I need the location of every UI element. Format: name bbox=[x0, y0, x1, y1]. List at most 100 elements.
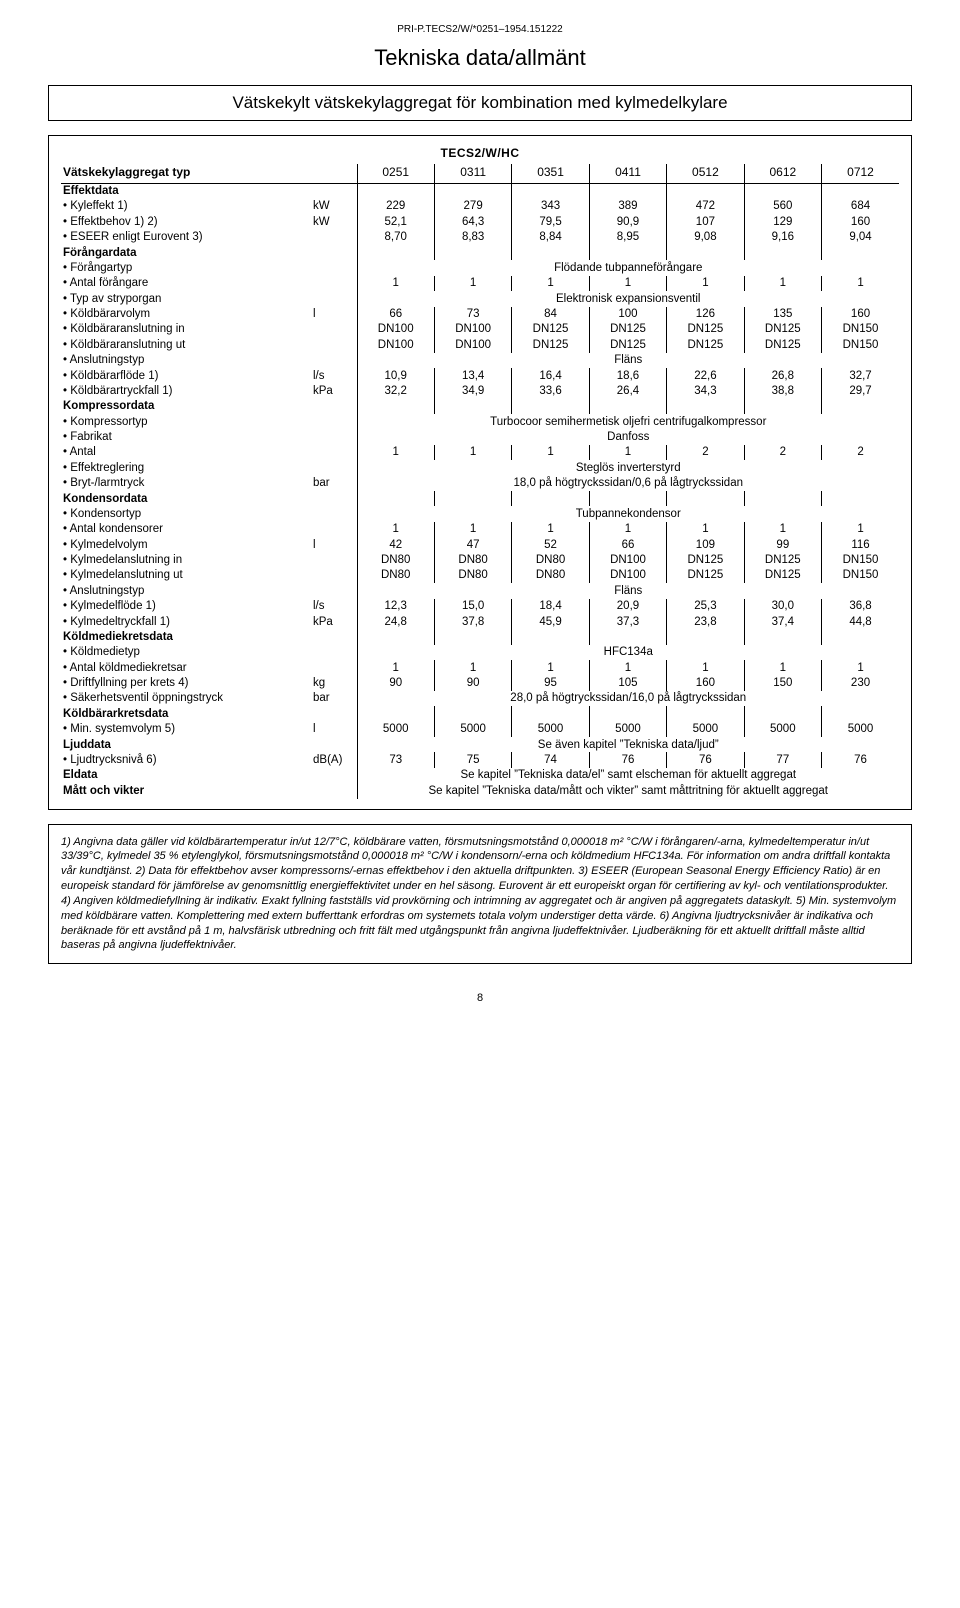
row-unit bbox=[311, 291, 357, 306]
row-merged: Fläns bbox=[357, 583, 899, 598]
cell: 37,8 bbox=[434, 614, 511, 629]
cell: 109 bbox=[667, 537, 744, 552]
cell: 47 bbox=[434, 537, 511, 552]
row-label: Antal köldmediekretsar bbox=[61, 660, 311, 675]
cell: 560 bbox=[744, 199, 821, 214]
row-label: Kylmedelflöde 1) bbox=[61, 599, 311, 614]
brand-header: TECS2/W/HC bbox=[61, 146, 899, 160]
row-label: Anslutningstyp bbox=[61, 353, 311, 368]
row-merged: Fläns bbox=[357, 353, 899, 368]
cell: 135 bbox=[744, 307, 821, 322]
row-unit bbox=[311, 568, 357, 583]
row-merged: Danfoss bbox=[357, 430, 899, 445]
cell: 22,6 bbox=[667, 368, 744, 383]
cell: 5000 bbox=[512, 722, 589, 737]
row-unit bbox=[311, 322, 357, 337]
cell: 74 bbox=[512, 752, 589, 767]
cell: 9,08 bbox=[667, 230, 744, 245]
row-unit bbox=[311, 445, 357, 460]
cell: 42 bbox=[357, 537, 434, 552]
row-merged: Turbocoor semihermetisk oljefri centrifu… bbox=[357, 414, 899, 429]
cell: 5000 bbox=[822, 722, 899, 737]
cell: 75 bbox=[434, 752, 511, 767]
cell: 1 bbox=[744, 522, 821, 537]
row-label: Kylmedelanslutning ut bbox=[61, 568, 311, 583]
cell: DN150 bbox=[822, 568, 899, 583]
cell: 389 bbox=[589, 199, 666, 214]
cell: 1 bbox=[589, 276, 666, 291]
row-merged: Tubpannekondensor bbox=[357, 506, 899, 521]
row-label: Effektreglering bbox=[61, 460, 311, 475]
cell: 77 bbox=[744, 752, 821, 767]
cell: 1 bbox=[589, 522, 666, 537]
cell: 29,7 bbox=[822, 383, 899, 398]
row-unit bbox=[311, 414, 357, 429]
cell: 10,9 bbox=[357, 368, 434, 383]
cell: 34,9 bbox=[434, 383, 511, 398]
cell: 1 bbox=[434, 276, 511, 291]
section-merged: Se kapitel ”Tekniska data/el” samt elsch… bbox=[357, 768, 899, 783]
cell: 76 bbox=[589, 752, 666, 767]
row-unit: l/s bbox=[311, 599, 357, 614]
row-label: ESEER enligt Eurovent 3) bbox=[61, 230, 311, 245]
cell: DN150 bbox=[822, 322, 899, 337]
row-label: Kompressortyp bbox=[61, 414, 311, 429]
section-head: Effektdata bbox=[61, 183, 311, 199]
row-label: Köldmedietyp bbox=[61, 645, 311, 660]
row-unit: l bbox=[311, 537, 357, 552]
page-number: 8 bbox=[48, 992, 912, 1004]
cell: 15,0 bbox=[434, 599, 511, 614]
cell: 66 bbox=[589, 537, 666, 552]
model-head: 0311 bbox=[434, 164, 511, 183]
cell: 105 bbox=[589, 676, 666, 691]
cell: 76 bbox=[667, 752, 744, 767]
cell: 23,8 bbox=[667, 614, 744, 629]
row-merged: HFC134a bbox=[357, 645, 899, 660]
row-merged: Flödande tubpanneförångare bbox=[357, 260, 899, 275]
row-label: Kondensortyp bbox=[61, 506, 311, 521]
cell: DN125 bbox=[589, 337, 666, 352]
row-label: Typ av stryporgan bbox=[61, 291, 311, 306]
model-head: 0251 bbox=[357, 164, 434, 183]
row-unit: kW bbox=[311, 199, 357, 214]
row-label: Antal förångare bbox=[61, 276, 311, 291]
cell: 1 bbox=[667, 276, 744, 291]
cell: 8,95 bbox=[589, 230, 666, 245]
cell: DN125 bbox=[589, 322, 666, 337]
cell: DN150 bbox=[822, 553, 899, 568]
cell: 5000 bbox=[667, 722, 744, 737]
section-head: Kompressordata bbox=[61, 399, 311, 414]
row-unit: dB(A) bbox=[311, 752, 357, 767]
cell: 32,7 bbox=[822, 368, 899, 383]
row-label: Antal kondensorer bbox=[61, 522, 311, 537]
cell: DN125 bbox=[667, 553, 744, 568]
row-unit bbox=[311, 583, 357, 598]
cell: DN100 bbox=[589, 553, 666, 568]
cell: 116 bbox=[822, 537, 899, 552]
page-title: Tekniska data/allmänt bbox=[48, 45, 912, 71]
row-unit bbox=[311, 230, 357, 245]
row-unit: bar bbox=[311, 476, 357, 491]
row-unit: l/s bbox=[311, 368, 357, 383]
cell: DN125 bbox=[512, 337, 589, 352]
cell: 1 bbox=[357, 445, 434, 460]
section-merged: Se kapitel ”Tekniska data/mått och vikte… bbox=[357, 783, 899, 798]
cell: 18,6 bbox=[589, 368, 666, 383]
row-unit bbox=[311, 645, 357, 660]
cell: 45,9 bbox=[512, 614, 589, 629]
cell: 37,4 bbox=[744, 614, 821, 629]
cell: DN100 bbox=[357, 322, 434, 337]
cell: 34,3 bbox=[667, 383, 744, 398]
cell: 126 bbox=[667, 307, 744, 322]
row-label: Effektbehov 1) 2) bbox=[61, 214, 311, 229]
cell: 37,3 bbox=[589, 614, 666, 629]
cell: DN100 bbox=[434, 322, 511, 337]
cell: 95 bbox=[512, 676, 589, 691]
cell: 24,8 bbox=[357, 614, 434, 629]
footnotes: 1) Angivna data gäller vid köldbärartemp… bbox=[48, 824, 912, 965]
cell: 1 bbox=[667, 660, 744, 675]
cell: 150 bbox=[744, 676, 821, 691]
section-head: Förångardata bbox=[61, 245, 311, 260]
row-unit bbox=[311, 660, 357, 675]
row-unit: l bbox=[311, 307, 357, 322]
